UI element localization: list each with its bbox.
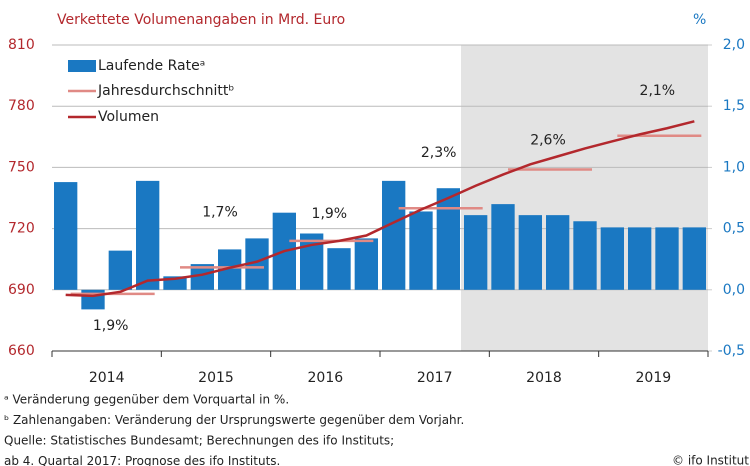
y-tick-label: 690 bbox=[8, 282, 35, 298]
y-tick-label: 810 bbox=[8, 37, 35, 53]
average-label: 1,7% bbox=[202, 204, 238, 220]
bar bbox=[409, 211, 433, 290]
y-tick-label: 660 bbox=[8, 343, 35, 359]
bar bbox=[136, 180, 160, 290]
footnote: Quelle: Statistisches Bundesamt; Berechn… bbox=[4, 434, 394, 448]
bar bbox=[573, 221, 597, 290]
bar bbox=[436, 188, 460, 290]
bar bbox=[628, 227, 652, 290]
footnote: ab 4. Quartal 2017: Prognose des ifo Ins… bbox=[4, 454, 280, 466]
bar bbox=[245, 238, 269, 290]
chart-title: Verkettete Volumenangaben in Mrd. Euro bbox=[57, 12, 345, 28]
legend-swatch bbox=[68, 60, 96, 72]
bar bbox=[354, 238, 378, 290]
legend-label: Laufende Rateᵃ bbox=[98, 58, 205, 74]
x-tick-label: 2014 bbox=[89, 370, 125, 386]
bar bbox=[546, 215, 570, 290]
bar bbox=[491, 204, 515, 290]
legend-label: Jahresdurchschnittᵇ bbox=[97, 83, 234, 99]
footnote: ᵇ Zahlenangaben: Veränderung der Ursprun… bbox=[4, 413, 464, 427]
y2-title: % bbox=[693, 12, 706, 28]
bar bbox=[190, 264, 214, 290]
x-tick-label: 2019 bbox=[636, 370, 672, 386]
bar bbox=[327, 248, 351, 290]
legend-label: Volumen bbox=[98, 109, 159, 125]
average-label: 2,6% bbox=[530, 132, 566, 148]
bar bbox=[682, 227, 706, 290]
credit: © ifo Institut bbox=[672, 454, 749, 466]
bar bbox=[300, 233, 324, 290]
bar bbox=[600, 227, 624, 290]
y2-tick-label: -0,5 bbox=[718, 343, 745, 359]
x-tick-label: 2015 bbox=[198, 370, 234, 386]
average-label: 2,1% bbox=[640, 83, 676, 99]
x-tick-label: 2018 bbox=[526, 370, 562, 386]
average-label: 1,9% bbox=[312, 206, 348, 222]
y2-tick-label: 1,0 bbox=[723, 159, 745, 175]
y-tick-label: 720 bbox=[8, 221, 35, 237]
forecast-shade bbox=[461, 45, 708, 351]
y2-tick-label: 0,0 bbox=[723, 282, 745, 298]
y2-tick-label: 2,0 bbox=[723, 37, 745, 53]
y2-tick-label: 1,5 bbox=[723, 98, 745, 114]
footnote: ᵃ Veränderung gegenüber dem Vorquartal i… bbox=[4, 393, 289, 407]
bar bbox=[655, 227, 679, 290]
y-tick-label: 750 bbox=[8, 159, 35, 175]
x-tick-label: 2016 bbox=[308, 370, 344, 386]
y-tick-label: 780 bbox=[8, 98, 35, 114]
y2-tick-label: 0,5 bbox=[723, 221, 745, 237]
x-tick-label: 2017 bbox=[417, 370, 453, 386]
bar bbox=[382, 180, 406, 290]
bar bbox=[108, 250, 132, 290]
bar bbox=[518, 215, 542, 290]
bar bbox=[464, 215, 488, 290]
average-label: 2,3% bbox=[421, 145, 457, 161]
average-label: 1,9% bbox=[93, 318, 129, 334]
volume-line bbox=[65, 120, 695, 298]
bar bbox=[218, 249, 242, 290]
bar bbox=[54, 182, 78, 290]
